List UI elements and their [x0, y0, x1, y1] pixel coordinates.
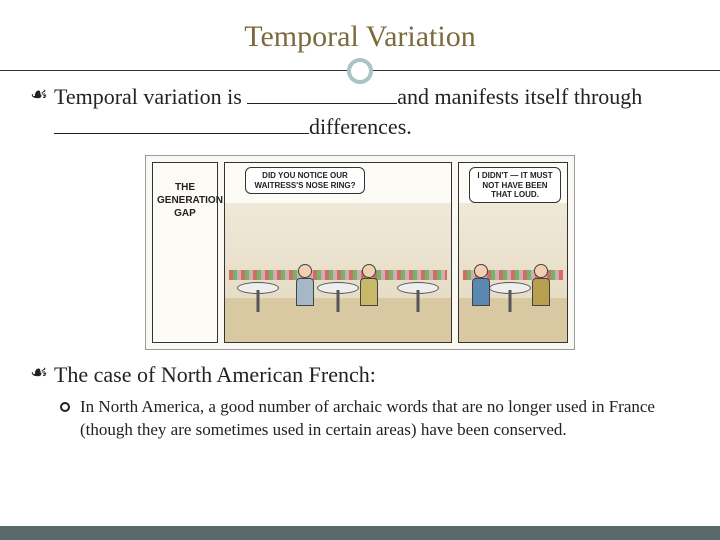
person-body: [296, 278, 314, 306]
person-head: [534, 264, 548, 278]
bullet-item-2: ☙ The case of North American French:: [30, 360, 690, 390]
cartoon-panel-2: DID YOU NOTICE OUR WAITRESS'S NOSE RING?: [224, 162, 452, 343]
cartoon-panel-3: I DIDN'T — IT MUST NOT HAVE BEEN THAT LO…: [458, 162, 568, 343]
cartoon-image: THE GENERATION GAP DID YOU NOTICE OUR WA…: [145, 155, 575, 350]
person-body: [532, 278, 550, 306]
bullet-text-2: The case of North American French:: [54, 360, 376, 390]
person-head: [298, 264, 312, 278]
speech-bubble-2: I DIDN'T — IT MUST NOT HAVE BEEN THAT LO…: [469, 167, 561, 203]
decorative-circle: [347, 58, 373, 84]
swirl-icon: ☙: [30, 360, 48, 386]
panel1-caption: THE GENERATION GAP: [153, 163, 217, 238]
person-body: [360, 278, 378, 306]
text-fragment: differences.: [309, 114, 412, 139]
sub-bullet-item: In North America, a good number of archa…: [60, 396, 690, 442]
title-area: Temporal Variation: [30, 20, 690, 54]
text-fragment: Temporal variation is: [54, 84, 247, 109]
slide: Temporal Variation ☙ Temporal variation …: [0, 0, 720, 540]
sub-bullet-text: In North America, a good number of archa…: [80, 396, 690, 442]
flower-border: [229, 270, 447, 280]
footer-band: [0, 526, 720, 540]
table-center: [317, 282, 359, 312]
table-left: [237, 282, 279, 312]
circle-bullet-icon: [60, 402, 70, 412]
bullet-text-1: Temporal variation is and manifests itse…: [54, 82, 690, 141]
content-area: ☙ Temporal variation is and manifests it…: [30, 82, 690, 442]
speech-bubble-1: DID YOU NOTICE OUR WAITRESS'S NOSE RING?: [245, 167, 365, 193]
text-fragment: and manifests itself through: [397, 84, 642, 109]
table: [489, 282, 531, 312]
person-head: [362, 264, 376, 278]
fill-blank-1: [247, 103, 397, 104]
person-3-right: [531, 264, 551, 314]
fill-blank-2: [54, 133, 309, 134]
page-title: Temporal Variation: [244, 20, 475, 54]
person-right: [359, 264, 379, 314]
person-head: [474, 264, 488, 278]
person-body: [472, 278, 490, 306]
bullet-item-1: ☙ Temporal variation is and manifests it…: [30, 82, 690, 141]
cartoon-panel-1: THE GENERATION GAP: [152, 162, 218, 343]
person-3-left: [471, 264, 491, 314]
table-right: [397, 282, 439, 312]
swirl-icon: ☙: [30, 82, 48, 108]
person-left: [295, 264, 315, 314]
